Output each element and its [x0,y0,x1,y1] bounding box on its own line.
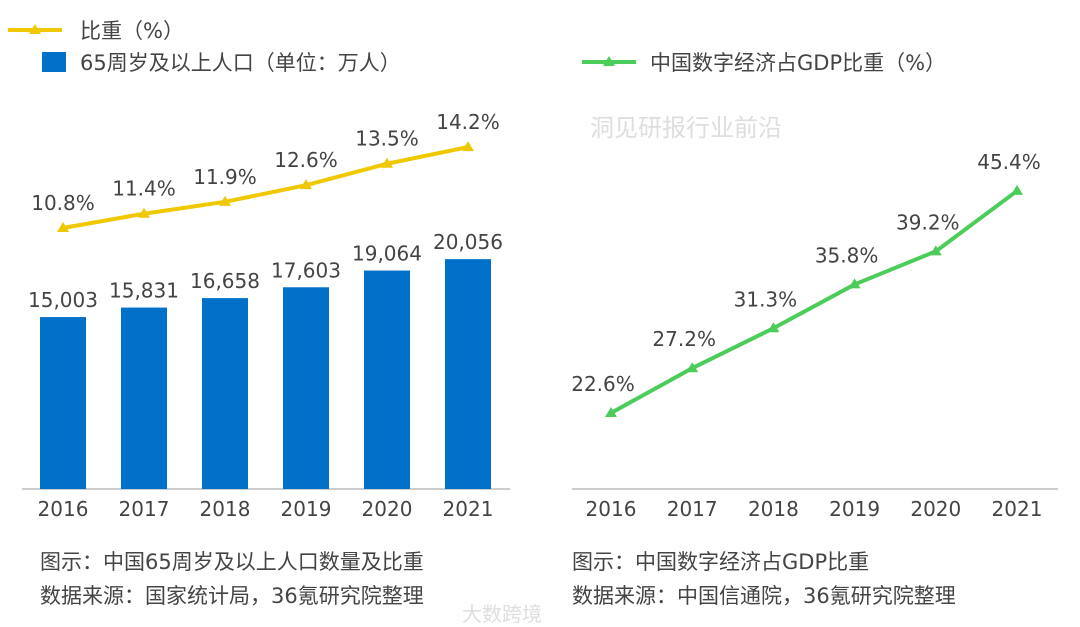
bar-label-2017: 15,831 [109,279,179,303]
digital-point-2019 [848,278,861,289]
legend-ratio-marker [29,24,41,34]
ratio-point-2020 [381,157,393,168]
bar-2018 [202,298,248,489]
bar-label-2020: 19,064 [352,242,422,266]
left-x-tick-2016: 2016 [38,497,89,521]
right-x-tick-2021: 2021 [992,497,1043,521]
digital-point-2018 [767,322,780,333]
ratio-point-2019 [300,179,312,190]
legend-bar-swatch [42,52,66,72]
right-x-tick-2019: 2019 [829,497,880,521]
bar-2016 [40,317,86,489]
digital-economy-line [610,189,1019,415]
digital-label-2017: 27.2% [652,327,716,351]
bar-label-2018: 16,658 [190,269,260,293]
bar-2019 [283,287,329,489]
ratio-point-2018 [219,195,231,206]
digital-point-2020 [929,245,942,256]
bar-2017 [121,307,167,489]
digital-label-2021: 45.4% [977,150,1041,174]
watermark-right: 洞见研报行业前沿 [590,114,782,142]
legend-ratio-label: 比重（%） [80,19,184,43]
left-x-tick-2017: 2017 [119,497,170,521]
watermark-left: 大数跨境 [462,602,542,626]
left-caption: 图示：中国65周岁及以上人口数量及比重 [40,550,424,574]
digital-point-2016 [605,407,617,417]
left-x-tick-2018: 2018 [200,497,251,521]
ratio-point-2017 [138,207,150,218]
right-source: 数据来源：中国信通院，36氪研究院整理 [572,584,956,608]
right-x-tick-2018: 2018 [748,497,799,521]
digital-point-2017 [686,362,699,373]
legend-bar-label: 65周岁及以上人口（单位：万人） [80,51,401,75]
left-x-tick-2020: 2020 [362,497,413,521]
digital-label-2018: 31.3% [734,287,798,311]
ratio-point-2021 [462,141,474,152]
right-x-tick-2020: 2020 [910,497,961,521]
ratio-label-2016: 10.8% [31,191,95,215]
legend-digital-marker [603,56,615,66]
digital-label-2020: 39.2% [896,210,960,234]
right-x-tick-2016: 2016 [586,497,637,521]
ratio-label-2020: 13.5% [355,127,419,151]
ratio-label-2019: 12.6% [274,148,338,172]
left-source: 数据来源：国家统计局，36氪研究院整理 [40,584,424,608]
right-caption: 图示：中国数字经济占GDP比重 [572,550,870,574]
ratio-line [62,145,469,230]
bar-label-2019: 17,603 [271,258,341,282]
ratio-label-2017: 11.4% [112,177,176,201]
bar-label-2016: 15,003 [28,288,98,312]
digital-point-2021 [1011,184,1023,195]
left-x-tick-2021: 2021 [443,497,494,521]
digital-label-2016: 22.6% [571,372,635,396]
ratio-label-2021: 14.2% [436,110,500,134]
left-x-tick-2019: 2019 [281,497,332,521]
bar-2021 [445,259,491,489]
bar-2020 [364,270,410,489]
ratio-point-2016 [57,222,69,232]
digital-label-2019: 35.8% [815,243,879,267]
bar-label-2021: 20,056 [433,230,503,254]
legend-digital-label: 中国数字经济占GDP比重（%） [650,51,946,75]
ratio-label-2018: 11.9% [193,165,257,189]
right-x-tick-2017: 2017 [667,497,718,521]
